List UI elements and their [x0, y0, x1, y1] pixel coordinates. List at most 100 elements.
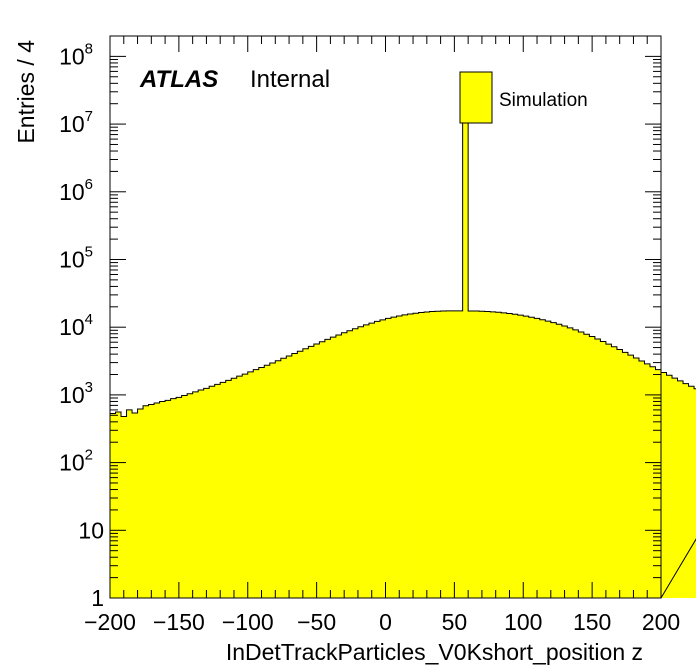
histogram-bin [583, 334, 590, 598]
histogram-bin [473, 311, 480, 598]
histogram-bin [413, 313, 419, 598]
histogram-bin [264, 365, 271, 598]
y-tick-label: 108 [59, 40, 93, 69]
y-tick-label: 106 [59, 176, 93, 205]
x-tick-label: −50 [297, 609, 336, 635]
y-tick-label: 107 [59, 108, 93, 137]
histogram-bin [308, 346, 315, 598]
histogram-bin [225, 380, 232, 598]
histogram-bin [297, 351, 304, 598]
histogram-bin [484, 311, 491, 598]
histogram-bin [402, 314, 408, 598]
histogram-bin [379, 319, 386, 598]
histogram-bin [424, 311, 430, 598]
histogram-bin [655, 369, 662, 598]
histogram-bin [148, 404, 155, 598]
histogram-bin [567, 327, 574, 598]
histogram-bin [374, 321, 381, 598]
histogram-bin [137, 408, 144, 598]
x-tick-label: −100 [222, 609, 274, 635]
histogram-bin [550, 322, 557, 598]
y-tick-label: 105 [59, 243, 93, 272]
histogram-bin [181, 395, 188, 598]
histogram-bin [545, 321, 552, 598]
histogram-bin [451, 310, 458, 598]
histogram-bin [435, 311, 441, 598]
histogram-bin [187, 393, 194, 598]
histogram-bin [572, 329, 579, 598]
atlas-label: ATLAS [139, 66, 218, 93]
histogram-bin [688, 386, 695, 598]
histogram-bin [666, 375, 673, 598]
histogram-bin [341, 332, 348, 598]
histogram-bin [440, 311, 447, 598]
histogram-bin [319, 341, 326, 598]
histogram-bin [143, 405, 149, 598]
histogram-bin [407, 313, 414, 598]
histogram-bin [203, 388, 210, 598]
histogram-bin [236, 376, 243, 598]
histogram-bin [694, 388, 696, 598]
x-tick-label: −200 [84, 609, 136, 635]
x-tick-labels: −200 −150 −100 −50 0 50 100 150 200 [84, 609, 680, 635]
histogram-bin [633, 358, 640, 598]
histogram-bin [220, 382, 227, 598]
histogram-bin [352, 328, 359, 598]
histogram-bin [462, 118, 469, 599]
histogram-bin [649, 366, 656, 598]
histogram-bin [523, 316, 530, 598]
histogram-bin [335, 334, 342, 598]
histogram-bin [121, 416, 127, 598]
x-tick-label: 100 [504, 609, 542, 635]
histogram-bars [110, 118, 696, 599]
histogram-bin [214, 384, 221, 598]
y-tick-label: 102 [59, 447, 93, 476]
histogram-bin [605, 344, 612, 598]
y-tick-label: 104 [59, 311, 93, 340]
histogram-bin [638, 360, 645, 598]
histogram-bin [192, 391, 199, 598]
histogram-bin [198, 390, 205, 598]
histogram-bin [357, 326, 364, 598]
histogram-bin [506, 313, 513, 598]
histogram-bin [346, 330, 353, 598]
histogram-bin [622, 352, 629, 598]
histogram-bin [313, 344, 320, 598]
histogram-bin [247, 371, 254, 598]
histogram-bin [495, 312, 502, 598]
histogram-bin [490, 311, 497, 598]
histogram-bin [677, 380, 684, 598]
x-tick-label: 0 [379, 609, 392, 635]
histogram-bin [115, 411, 122, 598]
legend-swatch [459, 71, 493, 124]
histogram-bin [330, 337, 337, 598]
histogram-bin [683, 383, 689, 598]
histogram-bin [446, 310, 453, 598]
histogram-bin [627, 355, 634, 598]
x-axis-label: InDetTrackParticles_V0Kshort_position z [226, 639, 643, 665]
histogram-bin [468, 310, 475, 598]
histogram-bin [269, 362, 276, 598]
histogram-bin [258, 367, 265, 598]
histogram-bin [589, 336, 596, 598]
x-tick-label: 50 [442, 609, 468, 635]
histogram-bin [578, 331, 585, 598]
histogram-bin [517, 315, 524, 598]
histogram-bin [159, 401, 166, 598]
histogram-bin [242, 374, 249, 598]
y-tick-labels: 1 10 102 103 104 105 106 107 108 [59, 40, 104, 611]
histogram-bin [324, 339, 331, 598]
histogram-bin [672, 378, 678, 598]
histogram-bin [528, 317, 535, 598]
atlas-internal-label: Internal [250, 66, 330, 93]
histogram-bin [368, 323, 375, 598]
histogram-bin [457, 310, 464, 598]
histogram-bin [291, 353, 298, 598]
y-tick-label: 10 [78, 517, 104, 543]
histogram-bin [534, 318, 541, 598]
histogram-bin [209, 386, 216, 598]
histogram-bin [418, 312, 425, 598]
x-tick-label: 200 [642, 609, 680, 635]
histogram-bin [501, 312, 508, 598]
